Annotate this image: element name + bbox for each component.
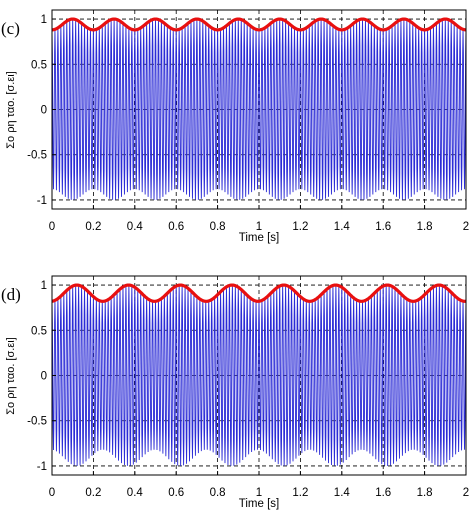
x-tick-label: 0.2	[85, 487, 101, 499]
x-tick-label: 1.4	[334, 487, 351, 499]
x-tick-label: 1	[256, 221, 262, 233]
chart-panel-c: 0 0.2 0.4 0.6 0.8 1 1.2 1.4 1.6 1.8 2 1 0.5 0 -0.5 -1 Ti…	[1, 9, 469, 244]
x-tick-label: 0.8	[210, 221, 226, 233]
y-tick-label: 1	[41, 14, 47, 26]
y-tick-label: -0.5	[27, 416, 47, 428]
x-tick-label: 0.4	[127, 221, 144, 233]
x-tick-label: 0.4	[127, 487, 144, 499]
x-tick-label: 1.2	[292, 487, 308, 499]
x-tick-label: 1	[256, 487, 262, 499]
x-tick-label: 1.4	[334, 221, 351, 233]
x-tick-label: 0	[49, 221, 55, 233]
y-tick-label: -1	[37, 461, 47, 473]
panel-label: (c)	[1, 19, 20, 38]
panel-label: (d)	[1, 285, 21, 304]
y-axis-label: Σο ρη ταο. [σ.ει]	[5, 337, 17, 415]
chart-panel-d: 0 0.2 0.4 0.6 0.8 1 1.2 1.4 1.6 1.8 2 1 0.5 0 -0.5 -1 Ti…	[1, 275, 469, 510]
y-tick-label: 0.5	[31, 325, 47, 337]
x-tick-label: 0	[49, 487, 55, 499]
x-tick-label: 1.6	[375, 221, 391, 233]
envelope-line	[52, 283, 466, 303]
y-tick-label: -1	[37, 195, 47, 207]
envelope-line	[52, 17, 466, 32]
x-tick-label: 0.8	[210, 487, 226, 499]
y-axis-label: Σο ρη ταο. [σ.ει]	[5, 71, 17, 149]
x-tick-label: 1.2	[292, 221, 308, 233]
y-tick-label: 0	[41, 371, 47, 383]
x-tick-label: 0.2	[85, 221, 101, 233]
x-tick-label: 1.8	[417, 221, 433, 233]
y-tick-label: 0.5	[31, 59, 47, 71]
y-tick-label: 0	[41, 105, 47, 117]
x-tick-label: 0.6	[168, 221, 184, 233]
y-tick-label: -0.5	[27, 150, 47, 162]
y-tick-label: 1	[41, 280, 47, 292]
x-tick-label: 1.6	[375, 487, 391, 499]
x-tick-label: 1.8	[417, 487, 433, 499]
x-axis-label: Time [s]	[239, 498, 279, 510]
x-tick-label: 0.6	[168, 487, 184, 499]
x-tick-label: 2	[463, 221, 469, 233]
x-tick-label: 2	[463, 487, 469, 499]
x-axis-label: Time [s]	[239, 232, 279, 244]
